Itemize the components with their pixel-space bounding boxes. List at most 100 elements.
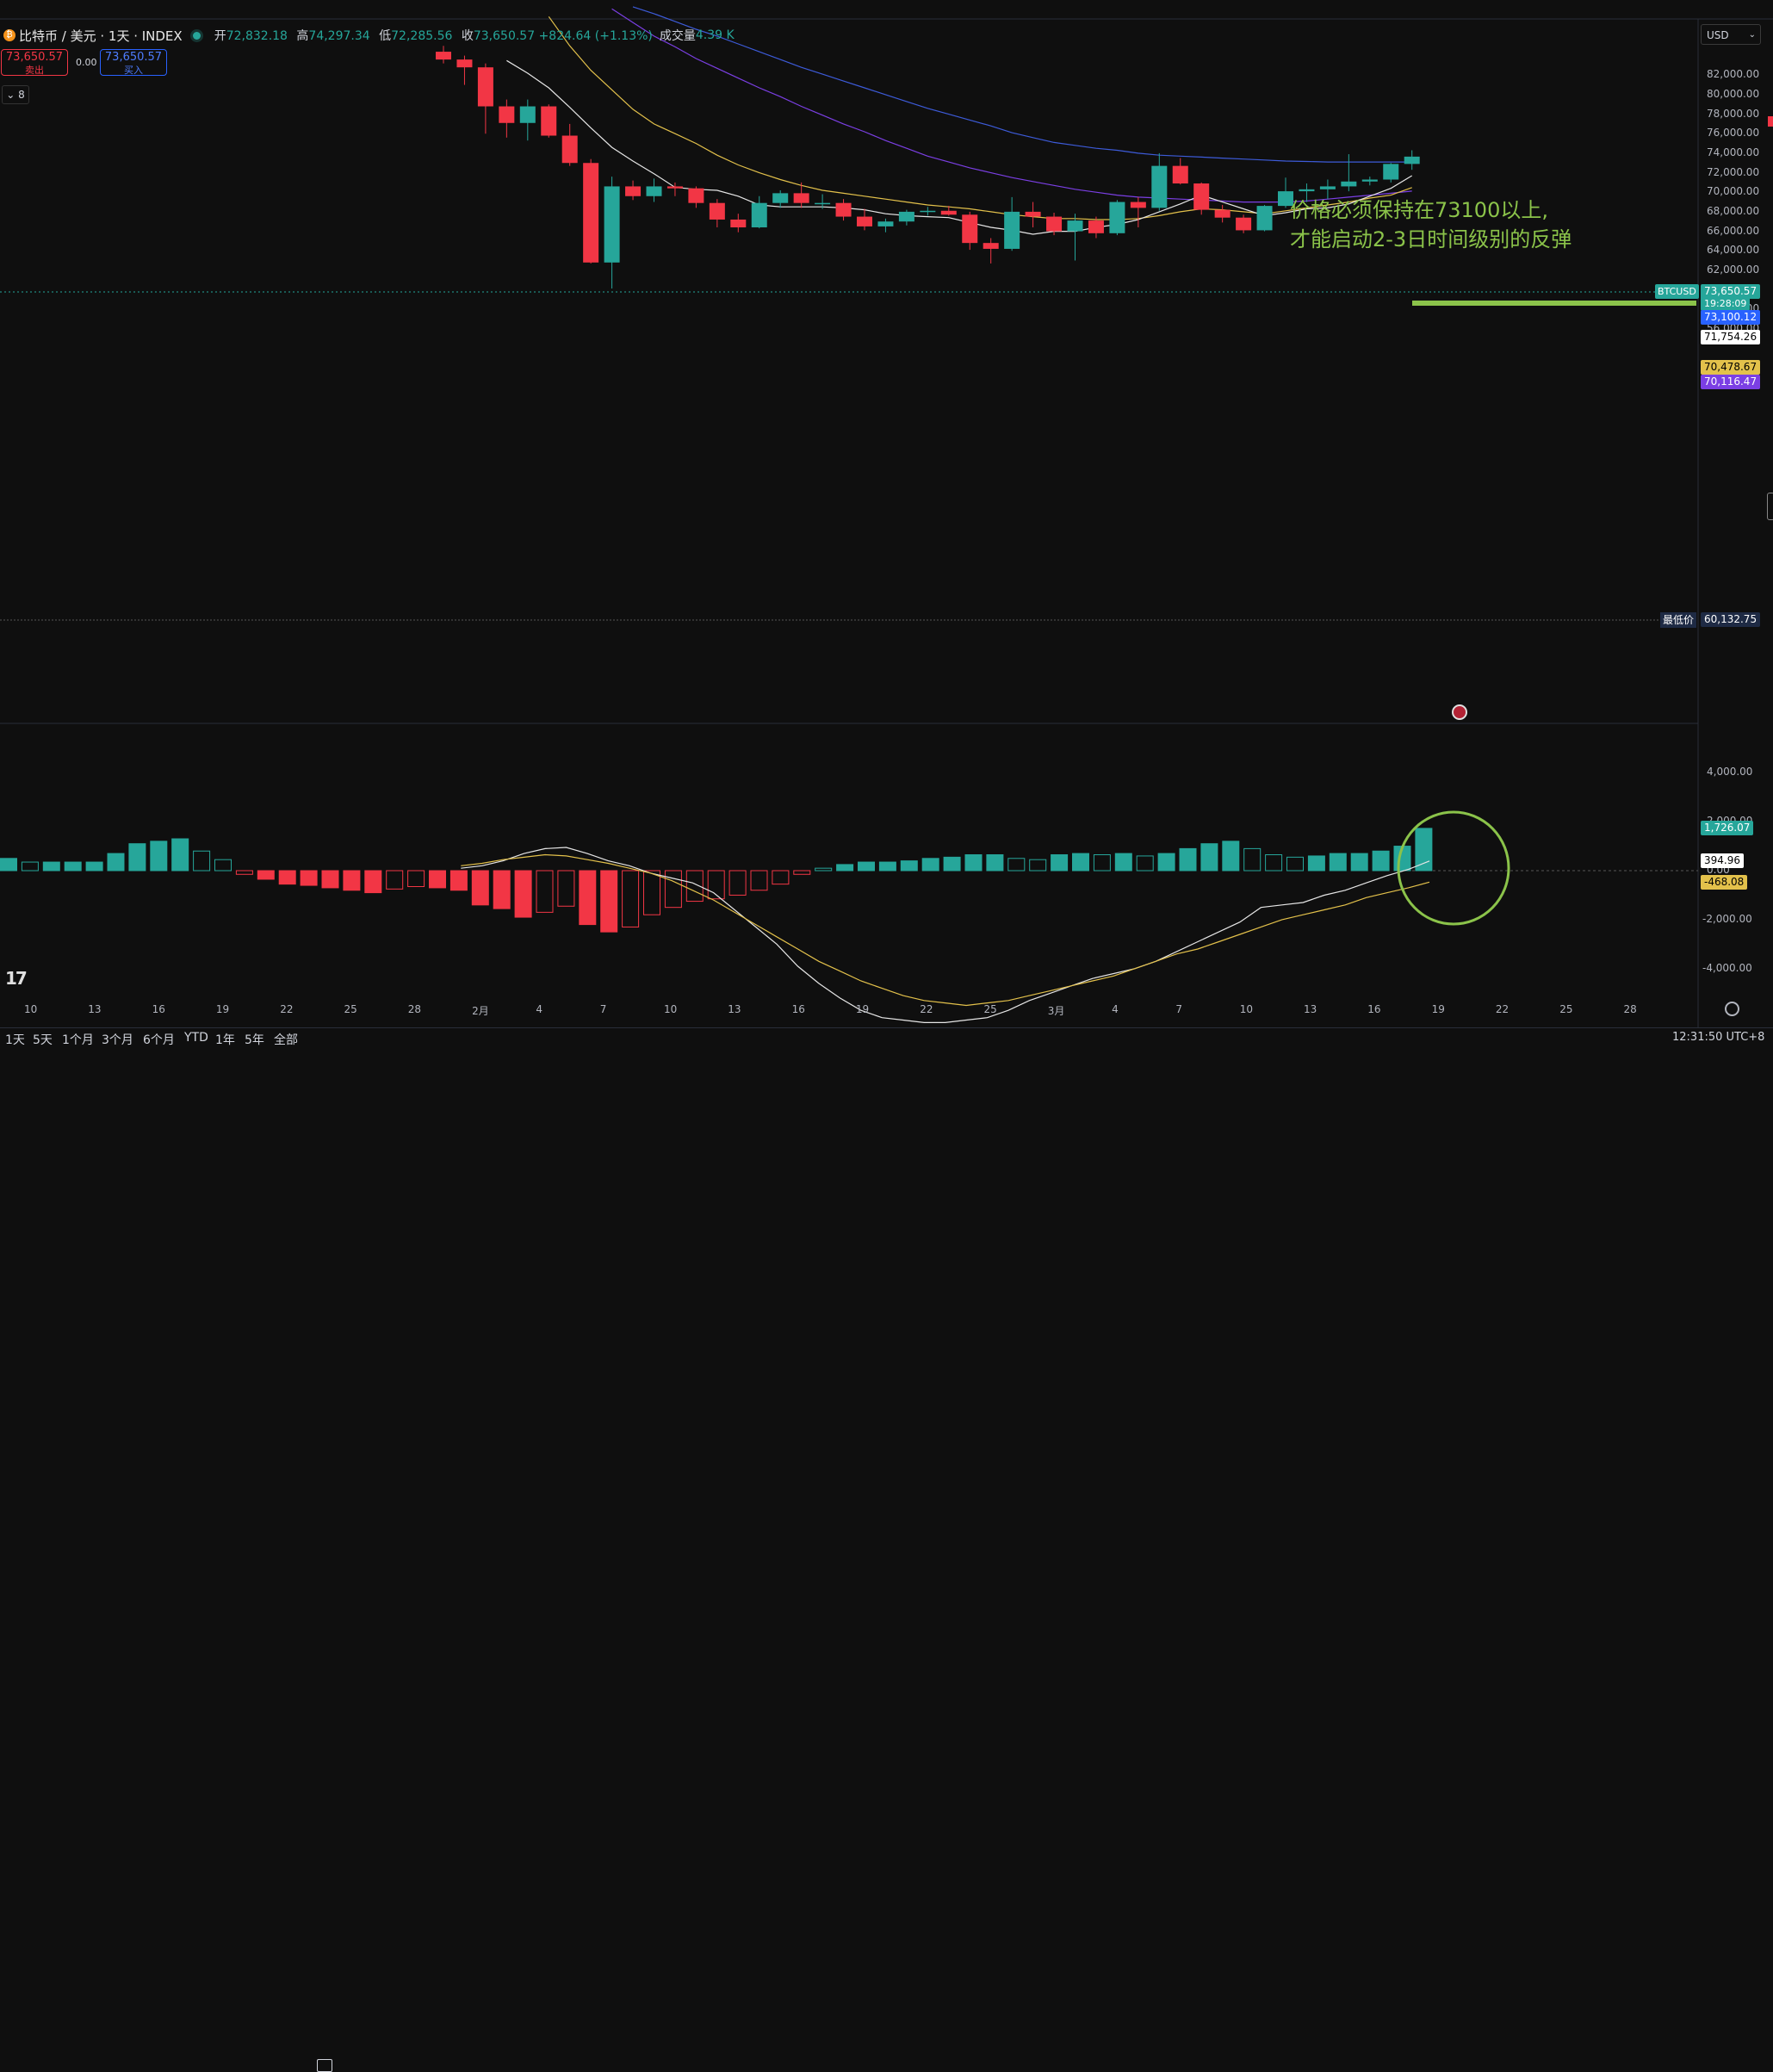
price-chart[interactable] (0, 0, 1773, 1046)
macd-hist-bar (321, 870, 339, 889)
calendar-icon[interactable] (317, 2059, 332, 2072)
candle-body (709, 202, 725, 220)
time-tick-label: 22 (920, 1003, 933, 1015)
candle-body (1236, 217, 1252, 231)
time-tick-label: 10 (1239, 1003, 1253, 1015)
macd-hist-bar (707, 870, 725, 900)
candle-body (646, 186, 662, 196)
macd-hist-bar (1372, 850, 1390, 872)
candle-body (666, 186, 683, 189)
tradingview-logo-icon[interactable]: 17 (5, 968, 28, 989)
candle-body (920, 210, 936, 213)
timeframe-button[interactable]: 3个月 (102, 1033, 133, 1047)
analysis-annotation[interactable]: 价格必须保持在73100以上, 才能启动2-3日时间级别的反弹 (1290, 195, 1572, 254)
alert-marker-icon (1768, 116, 1773, 127)
candle-body (1361, 179, 1378, 182)
indicators-collapse-button[interactable]: ⌄ 8 (2, 85, 29, 104)
macd-hist-bar (300, 870, 318, 886)
macd-hist-bar (107, 853, 125, 872)
time-tick-label: 3月 (1047, 1005, 1065, 1017)
candle-body (962, 214, 978, 244)
timeframe-button[interactable]: 5天 (33, 1033, 53, 1047)
macd-tick-label: -4,000.00 (1702, 961, 1752, 974)
candle-body (1067, 220, 1083, 232)
macd-hist-bar (1136, 855, 1154, 872)
candle-body (456, 59, 473, 68)
last-price-tag: 73,650.57 (1701, 284, 1761, 299)
us-event-flag-icon[interactable] (1452, 704, 1467, 720)
macd-hist-bar (85, 861, 103, 872)
macd-hist-bar (386, 870, 404, 890)
time-tick-label: 25 (983, 1003, 997, 1015)
candle-body (583, 163, 599, 263)
macd-hist-bar (1051, 854, 1069, 872)
price-tick-label: 70,000.00 (1707, 185, 1760, 198)
gear-icon[interactable] (1725, 1002, 1739, 1016)
macd-hist-bar (64, 861, 82, 872)
price-tick-label: 72,000.00 (1707, 165, 1760, 178)
price-tick-label: 78,000.00 (1707, 107, 1760, 120)
macd-hist-bar (1329, 853, 1347, 872)
currency-value: USD (1707, 29, 1729, 41)
candle-body (519, 106, 536, 123)
timeframe-button[interactable]: 5年 (245, 1033, 264, 1047)
macd-hist-bar (1157, 853, 1175, 872)
scroll-handle[interactable] (1767, 493, 1773, 520)
symbol-title[interactable]: 比特币 / 美元 · 1天 · INDEX (19, 28, 183, 44)
countdown-tag: 19:28:09 (1701, 296, 1751, 311)
macd-hist-bar (514, 870, 532, 918)
timeframe-button[interactable]: 6个月 (143, 1033, 175, 1047)
close-value: 73,650.57 (473, 29, 536, 43)
timeframe-button[interactable]: 1个月 (62, 1033, 94, 1047)
time-tick-label: 7 (599, 1003, 607, 1015)
price-tick-label: 74,000.00 (1707, 146, 1760, 158)
macd-hist-bar (728, 870, 747, 896)
macd-hist-bar (921, 858, 939, 872)
change-value: +824.64 (+1.13%) (538, 29, 653, 43)
currency-select[interactable]: USD ⌄ (1701, 24, 1761, 45)
timeframe-button[interactable]: YTD (184, 1031, 208, 1045)
time-tick-label: 25 (344, 1003, 357, 1015)
macd-hist-bar (407, 870, 425, 887)
timeframe-button[interactable]: 全部 (274, 1033, 298, 1047)
time-tick-label: 13 (728, 1003, 741, 1015)
time-tick-label: 13 (88, 1003, 102, 1015)
time-tick-label: 4 (536, 1003, 543, 1015)
time-tick-label: 4 (1112, 1003, 1119, 1015)
volume-value: 4.39 K (695, 28, 735, 42)
macd-hist-bar (1222, 841, 1240, 872)
macd-hist-bar (343, 870, 361, 891)
candle-body (1193, 183, 1210, 210)
ma-purple-tag: 70,116.47 (1701, 375, 1761, 389)
timeframe-button[interactable]: 1年 (215, 1033, 235, 1047)
ma-yellow-tag: 70,478.67 (1701, 360, 1761, 375)
clock[interactable]: 12:31:50 UTC+8 (1672, 1031, 1765, 1044)
sell-button[interactable]: 73,650.57 卖出 (1, 49, 68, 76)
timeframe-button[interactable]: 1天 (5, 1033, 25, 1047)
macd-hist-bar (750, 870, 768, 891)
macd-highlight-circle (1397, 810, 1510, 926)
time-tick-label: 2月 (472, 1005, 489, 1017)
macd-hist-bar (1072, 853, 1089, 872)
macd-hist-bar (429, 870, 446, 889)
time-tick-label: 16 (1367, 1003, 1381, 1015)
macd-hist-bar (1265, 854, 1283, 872)
volume-label: 成交量 (659, 29, 696, 43)
candle-body (625, 186, 642, 196)
lowest-price-tag: 60,132.75 (1701, 612, 1761, 627)
symbol-tag: BTCUSD (1655, 284, 1699, 299)
macd-hist-bar (1093, 854, 1111, 872)
macd-hist-bar (664, 870, 682, 909)
price-tick-label: 80,000.00 (1707, 87, 1760, 100)
macd-signal-tag: -468.08 (1701, 875, 1748, 890)
macd-hist-bar (214, 859, 232, 872)
candle-body (1025, 211, 1041, 217)
macd-hist-bar (128, 843, 146, 872)
macd-hist-bar (1286, 856, 1304, 872)
market-open-dot-icon (192, 31, 201, 40)
price-tick-label: 68,000.00 (1707, 204, 1760, 217)
buy-button[interactable]: 73,650.57 买入 (100, 49, 167, 76)
candle-body (1151, 165, 1168, 208)
candle-body (1256, 206, 1273, 231)
candle-body (1278, 191, 1293, 207)
